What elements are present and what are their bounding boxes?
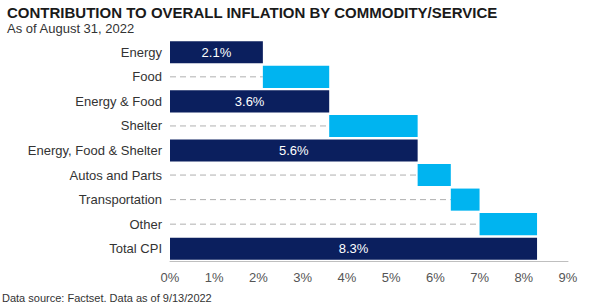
svg-text:Other: Other (129, 217, 162, 232)
svg-text:As of August 31, 2022: As of August 31, 2022 (7, 21, 134, 36)
svg-text:8.3%: 8.3% (339, 241, 369, 256)
svg-text:5%: 5% (382, 270, 401, 285)
svg-text:Autos and Parts: Autos and Parts (70, 168, 163, 183)
svg-text:2.1%: 2.1% (202, 45, 232, 60)
svg-text:3.6%: 3.6% (235, 94, 265, 109)
svg-text:6%: 6% (426, 270, 445, 285)
svg-text:Shelter: Shelter (121, 118, 163, 133)
svg-text:7%: 7% (470, 270, 489, 285)
svg-text:Food: Food (132, 69, 162, 84)
svg-text:Data source: Factset. Data as: Data source: Factset. Data as of 9/13/20… (2, 292, 212, 304)
svg-text:5.6%: 5.6% (279, 143, 309, 158)
svg-text:4%: 4% (337, 270, 356, 285)
svg-text:Transportation: Transportation (79, 192, 162, 207)
svg-text:Energy: Energy (121, 45, 163, 60)
svg-text:Energy, Food & Shelter: Energy, Food & Shelter (28, 143, 163, 158)
svg-text:Energy & Food: Energy & Food (75, 94, 162, 109)
svg-text:9%: 9% (559, 270, 578, 285)
svg-text:1%: 1% (205, 270, 224, 285)
svg-text:3%: 3% (293, 270, 312, 285)
svg-text:2%: 2% (249, 270, 268, 285)
svg-text:Total CPI: Total CPI (109, 241, 162, 256)
svg-text:0%: 0% (161, 270, 180, 285)
svg-text:CONTRIBUTION TO OVERALL INFLAT: CONTRIBUTION TO OVERALL INFLATION BY COM… (7, 4, 497, 21)
svg-text:8%: 8% (514, 270, 533, 285)
